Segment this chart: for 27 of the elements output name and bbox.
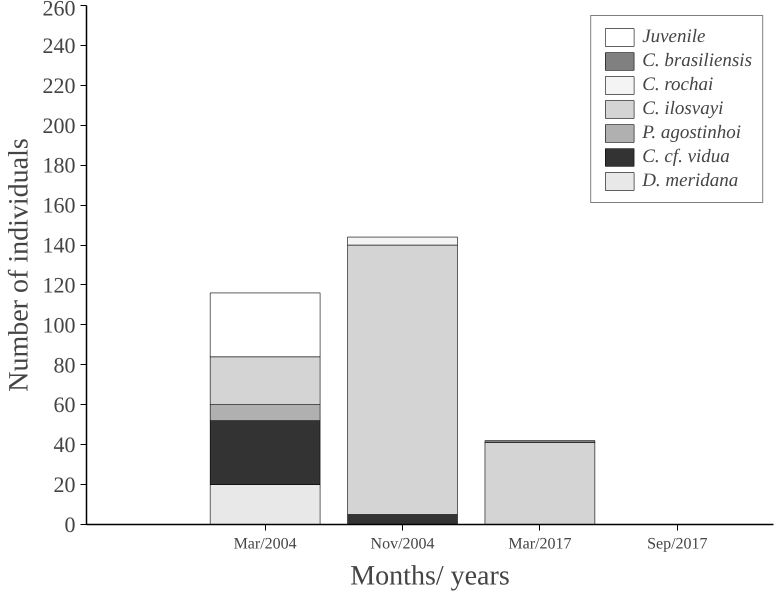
legend-label: C. ilosvayi [642,98,724,120]
legend-label: P. agostinhoi [642,122,742,144]
y-tick-label: 100 [42,312,76,338]
y-tick-label: 260 [42,0,76,20]
y-tick-label: 180 [42,152,76,178]
y-tick-label: 20 [54,472,76,498]
x-tick-label: Sep/2017 [647,536,708,552]
x-tick-label: Mar/2004 [234,536,297,552]
x-tick-label: Nov/2004 [370,536,435,552]
legend-label: Juvenile [642,26,706,48]
y-tick-label: 200 [42,112,76,138]
legend-label: C. brasiliensis [642,50,752,72]
y-axis-title: Number of individuals [4,138,34,392]
y-tick-label: 80 [54,352,76,378]
x-axis-title: Months/ years [350,560,510,592]
y-tick-label: 160 [42,192,76,218]
legend-label: D. meridana [642,170,738,192]
y-tick-label: 220 [42,72,76,98]
y-tick-label: 40 [54,432,76,458]
y-tick-label: 0 [64,512,76,537]
legend-label: C. cf. vidua [642,146,730,168]
y-tick-label: 140 [42,232,76,258]
y-tick-label: 120 [42,272,76,298]
x-tick-label: Mar/2017 [508,536,572,552]
legend-label: C. rochai [642,74,714,96]
y-tick-label: 240 [42,32,76,58]
y-tick-label: 60 [54,392,76,418]
